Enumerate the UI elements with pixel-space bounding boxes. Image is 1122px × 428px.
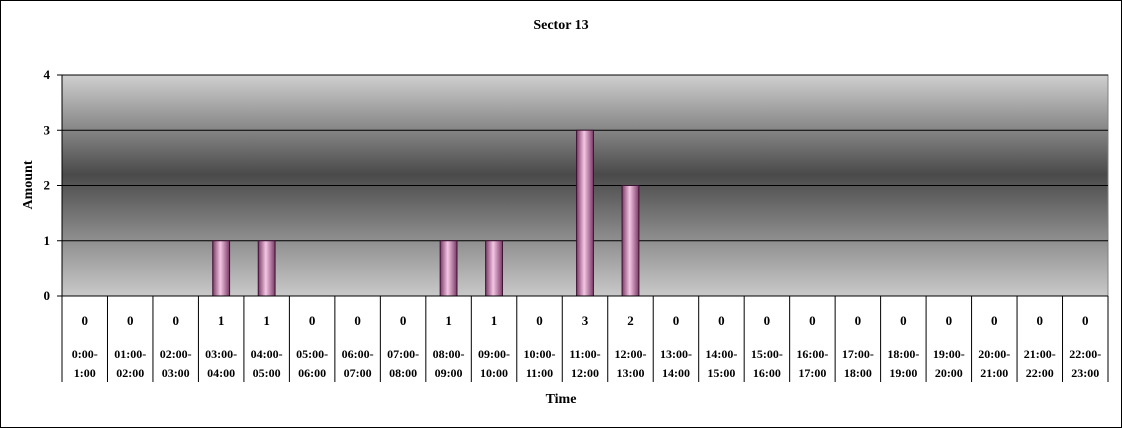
x-tick-label: 13:00 bbox=[616, 366, 644, 380]
y-tick-label: 4 bbox=[44, 67, 51, 82]
bar bbox=[621, 185, 640, 297]
x-tick-label: 11:00- bbox=[569, 347, 600, 361]
x-tick-label: 22:00 bbox=[1026, 366, 1054, 380]
x-tick-label: 08:00- bbox=[433, 347, 465, 361]
data-label: 0 bbox=[991, 313, 998, 328]
x-tick-label: 20:00 bbox=[935, 366, 963, 380]
y-tick-label: 0 bbox=[44, 288, 51, 303]
data-label: 0 bbox=[1082, 313, 1089, 328]
x-tick-label: 07:00- bbox=[387, 347, 419, 361]
data-label: 0 bbox=[354, 313, 361, 328]
data-label: 1 bbox=[491, 313, 498, 328]
x-tick-label: 0:00- bbox=[72, 347, 98, 361]
x-tick-label: 09:00 bbox=[435, 366, 463, 380]
data-label: 0 bbox=[127, 313, 134, 328]
data-label: 0 bbox=[309, 313, 316, 328]
data-label: 0 bbox=[536, 313, 543, 328]
x-tick-label: 03:00- bbox=[205, 347, 237, 361]
chart-title: Sector 13 bbox=[533, 18, 589, 33]
x-tick-label: 05:00 bbox=[253, 366, 281, 380]
x-tick-label: 03:00 bbox=[162, 366, 190, 380]
x-tick-label: 07:00 bbox=[344, 366, 372, 380]
bar bbox=[485, 240, 503, 297]
x-axis-label: Time bbox=[545, 392, 577, 407]
x-tick-label: 1:00 bbox=[74, 366, 96, 380]
data-label: 3 bbox=[582, 313, 589, 328]
data-label: 0 bbox=[81, 313, 88, 328]
x-tick-label: 21:00- bbox=[1024, 347, 1056, 361]
data-label: 0 bbox=[764, 313, 771, 328]
data-label: 0 bbox=[673, 313, 680, 328]
x-tick-label: 20:00- bbox=[978, 347, 1010, 361]
x-tick-label: 22:00- bbox=[1069, 347, 1101, 361]
x-tick-label: 12:00- bbox=[614, 347, 646, 361]
x-tick-label: 01:00- bbox=[114, 347, 146, 361]
x-tick-label: 19:00- bbox=[933, 347, 965, 361]
x-tick-label: 15:00 bbox=[707, 366, 735, 380]
y-tick-label: 3 bbox=[44, 122, 51, 137]
data-label: 0 bbox=[946, 313, 953, 328]
x-tick-label: 16:00 bbox=[753, 366, 781, 380]
data-label: 0 bbox=[400, 313, 407, 328]
x-tick-label: 18:00- bbox=[887, 347, 919, 361]
x-tick-label: 16:00- bbox=[796, 347, 828, 361]
data-label: 0 bbox=[855, 313, 862, 328]
x-tick-label: 10:00- bbox=[524, 347, 556, 361]
x-tick-label: 05:00- bbox=[296, 347, 328, 361]
x-tick-label: 11:00 bbox=[526, 366, 553, 380]
data-label: 1 bbox=[263, 313, 270, 328]
data-label: 0 bbox=[900, 313, 907, 328]
x-tick-label: 23:00 bbox=[1071, 366, 1099, 380]
bar bbox=[439, 240, 458, 297]
x-tick-label: 09:00- bbox=[478, 347, 510, 361]
y-tick-label: 2 bbox=[44, 178, 51, 193]
y-tick-label: 1 bbox=[44, 233, 51, 248]
bar bbox=[257, 240, 276, 297]
x-tick-label: 12:00 bbox=[571, 366, 599, 380]
x-tick-label: 17:00- bbox=[842, 347, 874, 361]
bar bbox=[212, 240, 231, 297]
x-tick-label: 17:00 bbox=[798, 366, 826, 380]
x-tick-label: 14:00- bbox=[705, 347, 737, 361]
bar bbox=[576, 129, 594, 297]
x-tick-label: 14:00 bbox=[662, 366, 690, 380]
x-tick-label: 02:00 bbox=[116, 366, 144, 380]
data-label: 0 bbox=[809, 313, 816, 328]
x-tick-label: 18:00 bbox=[844, 366, 872, 380]
x-tick-label: 04:00 bbox=[207, 366, 235, 380]
data-label: 0 bbox=[172, 313, 179, 328]
x-tick-label: 10:00 bbox=[480, 366, 508, 380]
data-label: 2 bbox=[627, 313, 634, 328]
x-tick-label: 08:00 bbox=[389, 366, 417, 380]
x-tick-label: 21:00 bbox=[980, 366, 1008, 380]
data-label: 0 bbox=[1037, 313, 1044, 328]
x-tick-label: 04:00- bbox=[251, 347, 283, 361]
x-tick-label: 19:00 bbox=[889, 366, 917, 380]
x-tick-label: 13:00- bbox=[660, 347, 692, 361]
data-label: 1 bbox=[218, 313, 225, 328]
x-tick-label: 06:00- bbox=[342, 347, 374, 361]
x-tick-label: 15:00- bbox=[751, 347, 783, 361]
data-label: 0 bbox=[718, 313, 725, 328]
x-tick-label: 02:00- bbox=[160, 347, 192, 361]
data-label: 1 bbox=[445, 313, 452, 328]
x-tick-label: 06:00 bbox=[298, 366, 326, 380]
